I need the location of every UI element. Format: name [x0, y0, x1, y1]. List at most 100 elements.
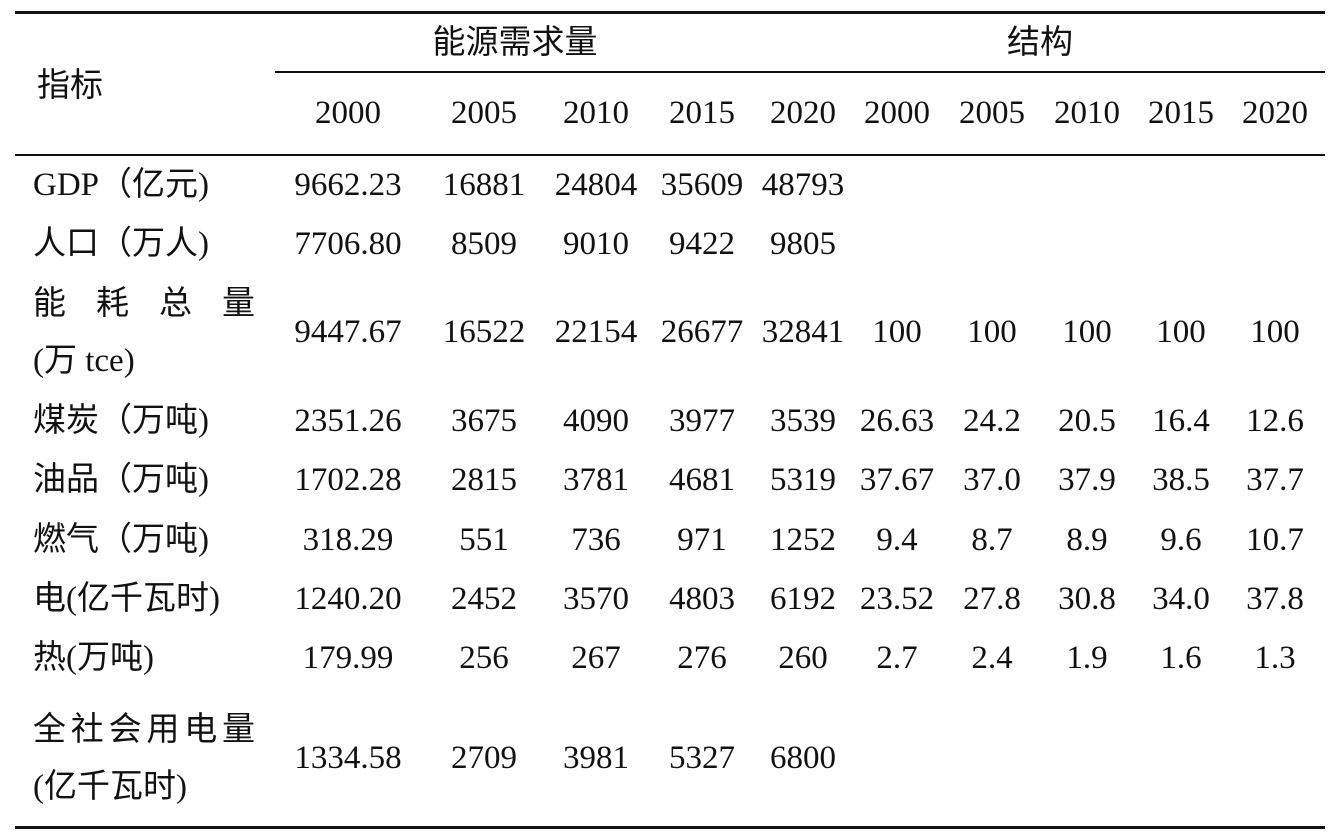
cell: 9805	[770, 226, 836, 262]
cell: 34.0	[1152, 581, 1210, 617]
cell: 7706.80	[294, 226, 402, 262]
group-rule	[275, 71, 1325, 73]
cell: 3781	[563, 462, 629, 498]
cell: 4803	[669, 581, 735, 617]
group-header: 结构	[1007, 25, 1073, 61]
bottom-rule	[15, 826, 1325, 829]
cell: 37.8	[1246, 581, 1304, 617]
cell: 318.29	[302, 522, 394, 558]
cell: 3539	[770, 403, 836, 439]
cell: 1702.28	[294, 462, 402, 498]
cell: 100	[967, 314, 1017, 350]
cell: 6192	[770, 581, 836, 617]
cell: 179.99	[302, 640, 394, 676]
cell: 37.0	[963, 462, 1021, 498]
year-header: 2000	[864, 95, 930, 131]
cell: 267	[571, 640, 621, 676]
cell: 8.7	[971, 522, 1013, 558]
cell: 9010	[563, 226, 629, 262]
cell: 3977	[669, 403, 735, 439]
cell: 1.3	[1254, 640, 1296, 676]
cell: 9.6	[1160, 522, 1202, 558]
cell: 100	[1062, 314, 1112, 350]
cell: 4090	[563, 403, 629, 439]
cell: 37.67	[859, 462, 935, 498]
cell: 1334.58	[294, 740, 402, 776]
year-header: 2015	[669, 95, 735, 131]
cell: 10.7	[1246, 522, 1304, 558]
cell: 1240.20	[294, 581, 402, 617]
cell: 1.9	[1066, 640, 1108, 676]
cell: 30.8	[1058, 581, 1116, 617]
cell: 16522	[442, 314, 526, 350]
cell: 38.5	[1152, 462, 1210, 498]
year-header: 2010	[563, 95, 629, 131]
cell: 16.4	[1152, 403, 1210, 439]
row-label: (亿千瓦时)	[33, 769, 187, 805]
cell: 27.8	[963, 581, 1021, 617]
cell: 1252	[770, 522, 836, 558]
cell: 3675	[451, 403, 517, 439]
cell: 551	[459, 522, 509, 558]
row-label: GDP（亿元)	[33, 167, 210, 203]
row-label: (万 tce)	[33, 343, 135, 379]
row-label: 煤炭（万吨)	[33, 403, 209, 439]
top-rule	[15, 11, 1325, 14]
cell: 2709	[451, 740, 517, 776]
cell: 24804	[554, 167, 638, 203]
cell: 5319	[770, 462, 836, 498]
cell: 9447.67	[294, 314, 402, 350]
cell: 35609	[660, 167, 744, 203]
cell: 256	[459, 640, 509, 676]
cell: 100	[1156, 314, 1206, 350]
year-header: 2005	[451, 95, 517, 131]
cell: 37.7	[1246, 462, 1304, 498]
cell: 2351.26	[294, 403, 402, 439]
cell: 3570	[563, 581, 629, 617]
cell: 8509	[451, 226, 517, 262]
cell: 37.9	[1058, 462, 1116, 498]
cell: 26677	[660, 314, 744, 350]
year-header: 2020	[770, 95, 836, 131]
cell: 26.63	[859, 403, 935, 439]
row-label: 电(亿千瓦时)	[33, 581, 220, 617]
header-rule	[15, 154, 1325, 156]
cell: 9.4	[876, 522, 918, 558]
cell: 9662.23	[294, 167, 402, 203]
cell: 1.6	[1160, 640, 1202, 676]
row-label: 油品（万吨)	[33, 462, 209, 498]
row-label: 人口（万人)	[33, 226, 209, 262]
cell: 971	[677, 522, 727, 558]
cell: 9422	[669, 226, 735, 262]
cell: 20.5	[1058, 403, 1116, 439]
cell: 23.52	[859, 581, 935, 617]
cell: 12.6	[1246, 403, 1304, 439]
group-header: 能源需求量	[432, 25, 598, 61]
cell: 48793	[761, 167, 845, 203]
year-header: 2010	[1054, 95, 1120, 131]
row-label: 能耗总量	[33, 286, 255, 322]
cell: 5327	[669, 740, 735, 776]
cell: 100	[1250, 314, 1300, 350]
row-label: 全社会用电量	[33, 712, 255, 748]
cell: 2.4	[971, 640, 1013, 676]
indicator-header: 指标	[37, 68, 103, 104]
year-header: 2015	[1148, 95, 1214, 131]
row-label: 燃气（万吨)	[33, 522, 209, 558]
cell: 2.7	[876, 640, 918, 676]
cell: 736	[571, 522, 621, 558]
cell: 6800	[770, 740, 836, 776]
cell: 24.2	[963, 403, 1021, 439]
cell: 16881	[442, 167, 526, 203]
cell: 2815	[451, 462, 517, 498]
year-header: 2020	[1242, 95, 1308, 131]
cell: 100	[872, 314, 922, 350]
cell: 32841	[761, 314, 845, 350]
cell: 8.9	[1066, 522, 1108, 558]
row-label: 热(万吨)	[33, 640, 154, 676]
cell: 2452	[451, 581, 517, 617]
year-header: 2000	[315, 95, 381, 131]
year-header: 2005	[959, 95, 1025, 131]
cell: 3981	[563, 740, 629, 776]
